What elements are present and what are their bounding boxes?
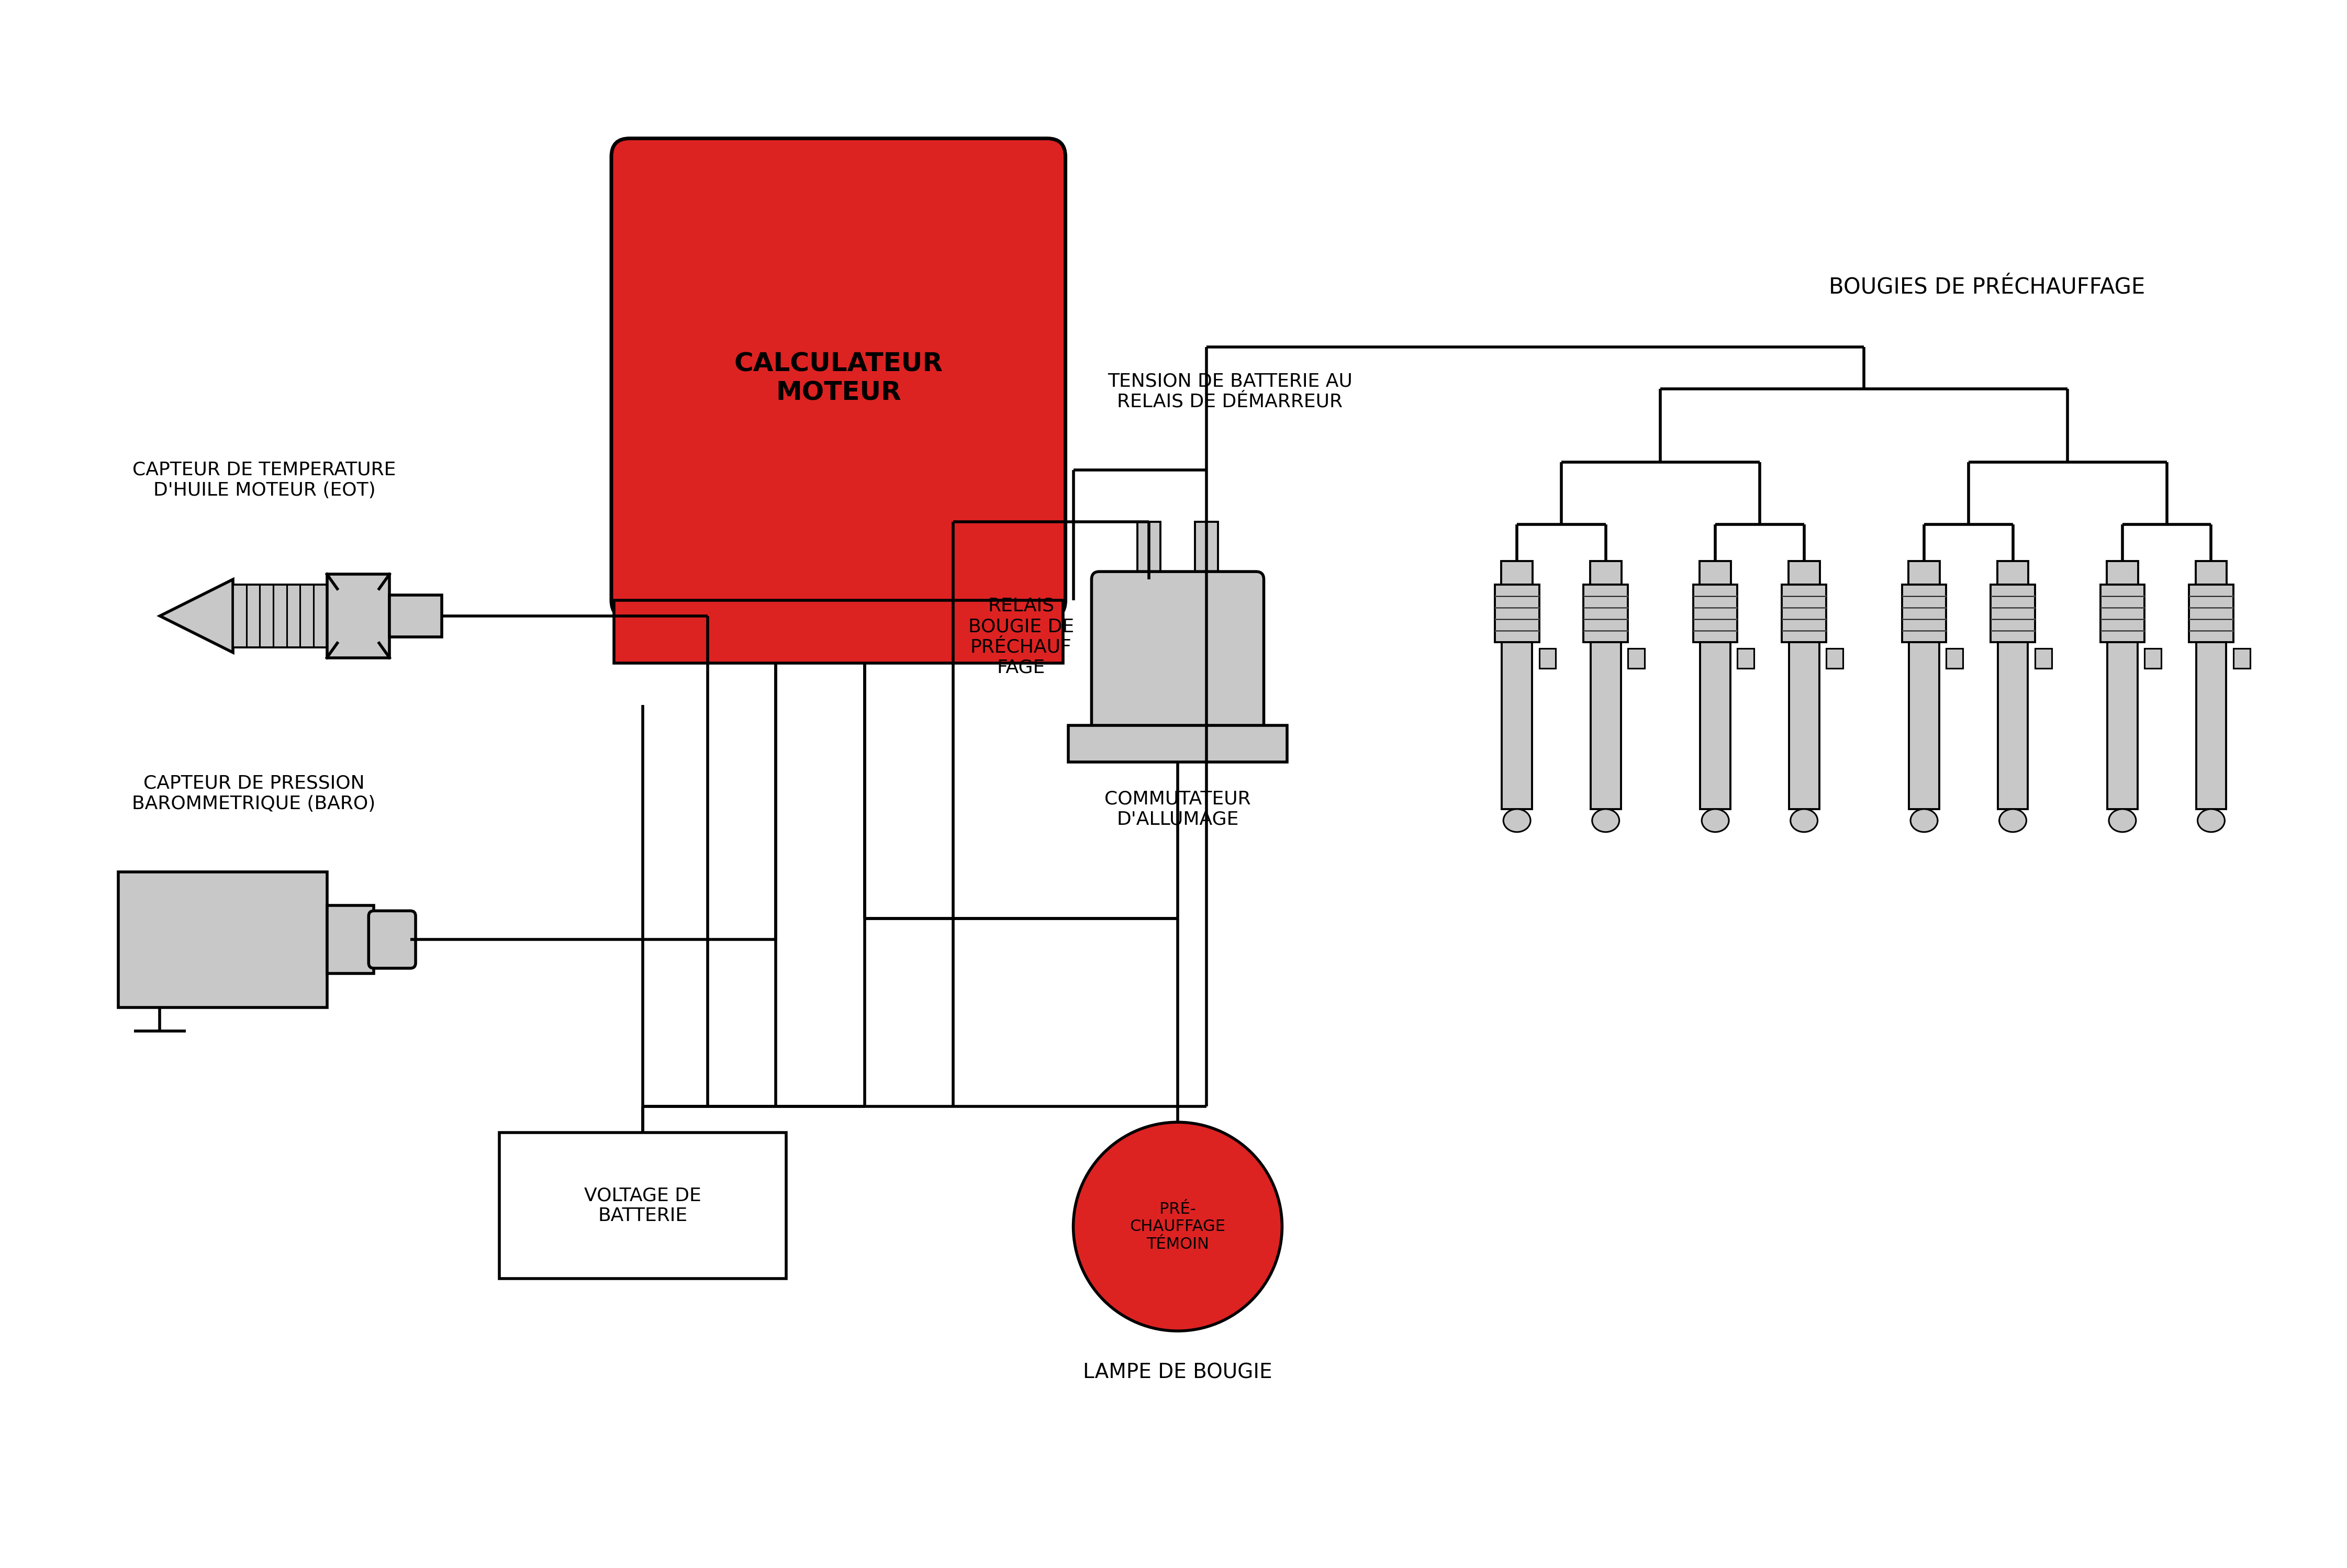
Bar bbox=[1502, 561, 1533, 585]
Bar bbox=[1990, 585, 2035, 641]
Bar bbox=[2234, 648, 2251, 668]
Bar bbox=[1591, 641, 1622, 809]
Bar bbox=[500, 1132, 786, 1279]
Bar bbox=[2190, 585, 2234, 641]
Ellipse shape bbox=[2000, 809, 2025, 833]
Bar bbox=[2035, 648, 2051, 668]
Bar bbox=[1068, 726, 1286, 762]
Bar bbox=[390, 596, 441, 637]
Bar bbox=[1788, 561, 1819, 585]
Text: PRÉ-
CHAUFFAGE
TÉMOIN: PRÉ- CHAUFFAGE TÉMOIN bbox=[1129, 1201, 1225, 1251]
Bar bbox=[2101, 585, 2145, 641]
Ellipse shape bbox=[1702, 809, 1730, 833]
Bar bbox=[1699, 561, 1732, 585]
Circle shape bbox=[1073, 1123, 1281, 1331]
Bar bbox=[1495, 585, 1540, 641]
Text: LAMPE DE BOUGIE: LAMPE DE BOUGIE bbox=[1082, 1363, 1272, 1383]
Bar bbox=[1589, 561, 1622, 585]
Bar bbox=[1138, 522, 1159, 580]
Bar bbox=[1908, 561, 1939, 585]
Bar bbox=[1908, 641, 1939, 809]
Text: CAPTEUR DE PRESSION
BAROMMETRIQUE (BARO): CAPTEUR DE PRESSION BAROMMETRIQUE (BARO) bbox=[131, 775, 376, 812]
Bar bbox=[1781, 585, 1826, 641]
Bar bbox=[615, 601, 1063, 663]
Ellipse shape bbox=[1791, 809, 1817, 833]
Bar bbox=[1699, 641, 1730, 809]
Bar bbox=[1901, 585, 1946, 641]
Bar bbox=[2197, 641, 2227, 809]
Bar bbox=[1788, 641, 1819, 809]
Bar bbox=[2145, 648, 2162, 668]
Bar bbox=[1997, 561, 2028, 585]
Bar bbox=[1502, 641, 1533, 809]
Text: RELAIS
BOUGIE DE
PRÉCHAUF
FAGE: RELAIS BOUGIE DE PRÉCHAUF FAGE bbox=[969, 597, 1075, 677]
Bar bbox=[2194, 561, 2227, 585]
Text: CALCULATEUR
MOTEUR: CALCULATEUR MOTEUR bbox=[735, 351, 943, 406]
Bar bbox=[232, 585, 326, 648]
Text: BOUGIES DE PRÉCHAUFFAGE: BOUGIES DE PRÉCHAUFFAGE bbox=[1828, 276, 2145, 298]
Bar bbox=[1826, 648, 1842, 668]
Bar bbox=[1629, 648, 1645, 668]
Ellipse shape bbox=[1910, 809, 1939, 833]
Text: VOLTAGE DE
BATTERIE: VOLTAGE DE BATTERIE bbox=[584, 1187, 702, 1225]
Bar bbox=[1997, 641, 2028, 809]
Bar bbox=[2108, 561, 2138, 585]
Bar bbox=[1946, 648, 1962, 668]
Bar bbox=[2108, 641, 2138, 809]
Text: CAPTEUR DE TEMPERATURE
D'HUILE MOTEUR (EOT): CAPTEUR DE TEMPERATURE D'HUILE MOTEUR (E… bbox=[131, 461, 397, 500]
Text: COMMUTATEUR
D'ALLUMAGE: COMMUTATEUR D'ALLUMAGE bbox=[1105, 790, 1251, 828]
FancyBboxPatch shape bbox=[1091, 572, 1263, 734]
Bar bbox=[1195, 522, 1218, 580]
FancyBboxPatch shape bbox=[368, 911, 415, 967]
Ellipse shape bbox=[2110, 809, 2136, 833]
Ellipse shape bbox=[2197, 809, 2225, 833]
Bar bbox=[117, 872, 326, 1007]
Bar bbox=[1692, 585, 1737, 641]
Ellipse shape bbox=[1504, 809, 1530, 833]
Bar bbox=[1584, 585, 1629, 641]
Bar bbox=[326, 906, 373, 974]
Bar bbox=[1737, 648, 1753, 668]
Text: TENSION DE BATTERIE AU
RELAIS DE DÉMARREUR: TENSION DE BATTERIE AU RELAIS DE DÉMARRE… bbox=[1108, 372, 1352, 411]
FancyBboxPatch shape bbox=[610, 138, 1066, 618]
Bar bbox=[1540, 648, 1556, 668]
Polygon shape bbox=[160, 580, 232, 652]
Ellipse shape bbox=[1591, 809, 1619, 833]
Bar bbox=[326, 574, 390, 657]
